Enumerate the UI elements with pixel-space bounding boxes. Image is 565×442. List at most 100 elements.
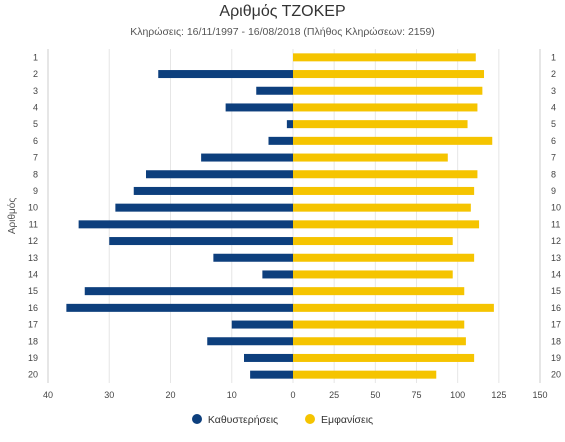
x-tick-label-right: 25 xyxy=(329,390,339,400)
legend-item-appearances[interactable]: Εμφανίσεις xyxy=(305,414,373,426)
bar-appearances-6[interactable] xyxy=(293,136,493,145)
bar-appearances-10[interactable] xyxy=(293,203,471,212)
y-tick-label-left: 5 xyxy=(33,119,38,129)
bar-delays-8[interactable] xyxy=(146,170,293,179)
bar-appearances-9[interactable] xyxy=(293,186,475,195)
x-tick-label-right: 100 xyxy=(450,390,465,400)
bar-appearances-3[interactable] xyxy=(293,86,483,95)
bar-delays-18[interactable] xyxy=(207,337,293,346)
bar-appearances-2[interactable] xyxy=(293,70,485,79)
y-tick-label-right: 9 xyxy=(551,186,556,196)
x-tick-label-right: 150 xyxy=(532,390,547,400)
x-tick-label-right: 125 xyxy=(491,390,506,400)
y-axis-title: Αριθμός xyxy=(6,198,18,234)
bar-appearances-4[interactable] xyxy=(293,103,478,112)
bar-delays-17[interactable] xyxy=(231,320,293,329)
bar-delays-3[interactable] xyxy=(256,86,293,95)
y-tick-label-left: 20 xyxy=(28,370,38,380)
bar-delays-6[interactable] xyxy=(268,136,294,145)
y-tick-label-right: 10 xyxy=(551,203,561,213)
x-tick-label-right: 50 xyxy=(370,390,380,400)
bar-delays-12[interactable] xyxy=(109,237,293,246)
bar-appearances-1[interactable] xyxy=(293,53,476,62)
y-tick-label-left: 7 xyxy=(33,153,38,163)
y-tick-label-left: 4 xyxy=(33,102,38,112)
chart-title: Αριθμός ΤΖΟΚΕΡ xyxy=(219,3,346,20)
chart-subtitle: Κληρώσεις: 16/11/1997 - 16/08/2018 (Πλήθ… xyxy=(130,26,435,38)
y-tick-label-right: 11 xyxy=(551,219,560,229)
y-tick-label-left: 8 xyxy=(33,169,38,179)
bar-delays-5[interactable] xyxy=(286,120,293,129)
bar-delays-4[interactable] xyxy=(225,103,293,112)
bar-appearances-18[interactable] xyxy=(293,337,466,346)
bar-delays-2[interactable] xyxy=(158,70,293,79)
y-tick-label-right: 6 xyxy=(551,136,556,146)
y-tick-label-right: 2 xyxy=(551,69,556,79)
x-tick-label-left: 20 xyxy=(165,390,175,400)
y-tick-label-left: 6 xyxy=(33,136,38,146)
y-tick-label-right: 18 xyxy=(551,336,561,346)
y-tick-label-left: 14 xyxy=(28,269,38,279)
y-tick-label-left: 19 xyxy=(28,353,38,363)
bar-appearances-8[interactable] xyxy=(293,170,478,179)
bar-appearances-19[interactable] xyxy=(293,353,475,362)
bar-appearances-17[interactable] xyxy=(293,320,465,329)
y-tick-label-right: 7 xyxy=(551,153,556,163)
bar-appearances-16[interactable] xyxy=(293,303,494,312)
bar-delays-15[interactable] xyxy=(84,287,293,296)
x-tick-label-right: 0 xyxy=(290,390,295,400)
bar-appearances-13[interactable] xyxy=(293,253,475,262)
y-tick-label-left: 1 xyxy=(33,52,38,62)
bar-delays-20[interactable] xyxy=(250,370,293,379)
y-tick-label-right: 8 xyxy=(551,169,556,179)
bar-delays-13[interactable] xyxy=(213,253,293,262)
legend-label-appearances: Εμφανίσεις xyxy=(321,414,374,426)
bar-appearances-14[interactable] xyxy=(293,270,453,279)
bar-appearances-5[interactable] xyxy=(293,120,468,129)
y-tick-label-right: 19 xyxy=(551,353,561,363)
legend-label-delays: Καθυστερήσεις xyxy=(207,414,279,426)
bar-delays-14[interactable] xyxy=(262,270,293,279)
x-tick-label-left: 10 xyxy=(227,390,237,400)
y-tick-label-right: 17 xyxy=(551,320,561,330)
bar-appearances-11[interactable] xyxy=(293,220,480,229)
bar-appearances-20[interactable] xyxy=(293,370,437,379)
bar-delays-9[interactable] xyxy=(133,186,293,195)
y-tick-label-right: 16 xyxy=(551,303,561,313)
x-tick-label-left: 30 xyxy=(104,390,114,400)
y-tick-label-right: 20 xyxy=(551,370,561,380)
bar-appearances-7[interactable] xyxy=(293,153,448,162)
y-tick-label-right: 3 xyxy=(551,86,556,96)
bar-delays-19[interactable] xyxy=(244,353,293,362)
legend-marker-appearances xyxy=(305,414,316,424)
y-tick-label-left: 13 xyxy=(28,253,38,263)
bar-delays-11[interactable] xyxy=(78,220,293,229)
legend-marker-delays xyxy=(191,414,202,424)
y-tick-label-left: 2 xyxy=(33,69,38,79)
y-tick-label-right: 12 xyxy=(551,236,561,246)
y-tick-label-left: 15 xyxy=(28,286,38,296)
y-tick-label-right: 15 xyxy=(551,286,561,296)
y-tick-label-left: 12 xyxy=(28,236,38,246)
y-tick-label-right: 5 xyxy=(551,119,556,129)
y-tick-label-left: 16 xyxy=(28,303,38,313)
y-tick-label-right: 1 xyxy=(551,52,556,62)
y-tick-label-right: 13 xyxy=(551,253,561,263)
bar-delays-16[interactable] xyxy=(66,303,293,312)
bar-appearances-15[interactable] xyxy=(293,287,465,296)
bar-delays-10[interactable] xyxy=(115,203,293,212)
y-tick-label-left: 11 xyxy=(29,219,38,229)
y-tick-label-left: 10 xyxy=(28,203,38,213)
y-tick-label-left: 18 xyxy=(28,336,38,346)
x-tick-label-right: 75 xyxy=(411,390,421,400)
legend: Καθυστερήσεις Εμφανίσεις xyxy=(0,414,565,426)
bar-delays-7[interactable] xyxy=(201,153,293,162)
y-tick-label-left: 3 xyxy=(33,86,38,96)
bar-appearances-12[interactable] xyxy=(293,237,453,246)
y-tick-label-right: 14 xyxy=(551,269,561,279)
legend-item-delays[interactable]: Καθυστερήσεις xyxy=(191,414,279,426)
y-tick-label-left: 9 xyxy=(33,186,38,196)
x-tick-label-left: 40 xyxy=(43,390,53,400)
y-tick-label-left: 17 xyxy=(28,320,38,330)
